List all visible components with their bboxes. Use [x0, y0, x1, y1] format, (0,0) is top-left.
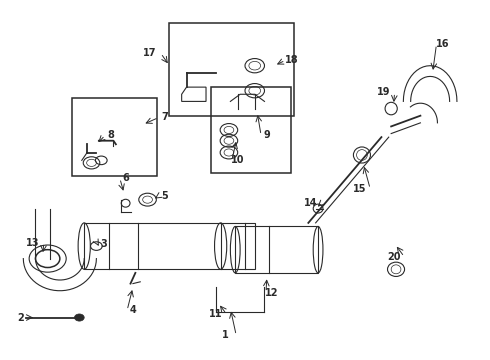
Text: 2: 2 — [18, 312, 24, 323]
Bar — [170, 23, 294, 116]
Text: 16: 16 — [436, 39, 449, 49]
Text: 5: 5 — [161, 191, 168, 201]
Text: 10: 10 — [231, 156, 245, 165]
Text: 20: 20 — [387, 252, 400, 262]
Text: 1: 1 — [222, 330, 229, 341]
Text: 12: 12 — [265, 288, 278, 297]
Text: 3: 3 — [100, 239, 107, 249]
Text: 19: 19 — [377, 87, 391, 98]
Bar — [211, 87, 291, 173]
Text: 18: 18 — [285, 55, 298, 65]
Text: 14: 14 — [304, 198, 318, 208]
Bar — [72, 98, 157, 176]
Text: 17: 17 — [143, 48, 157, 58]
Text: 6: 6 — [122, 173, 129, 183]
Text: 11: 11 — [209, 309, 222, 319]
Text: 8: 8 — [108, 130, 115, 140]
Text: 13: 13 — [26, 238, 40, 248]
Text: 4: 4 — [129, 305, 136, 315]
Text: 15: 15 — [353, 184, 366, 194]
Circle shape — [74, 314, 84, 321]
Text: 7: 7 — [161, 112, 168, 122]
Text: 9: 9 — [264, 130, 270, 140]
